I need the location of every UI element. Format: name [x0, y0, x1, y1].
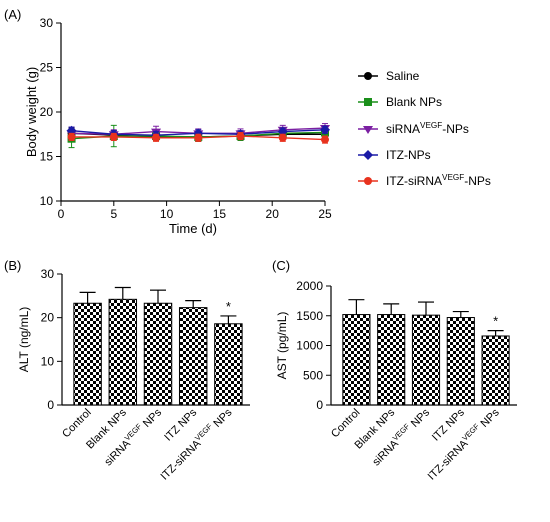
x-tick-label: 25 — [318, 207, 332, 221]
legend-marker — [363, 150, 373, 160]
legend-marker — [364, 72, 372, 80]
y-tick-label: 500 — [303, 368, 323, 382]
y-tick-label: 1000 — [296, 339, 323, 353]
y-axis-title: AST (pg/mL) — [275, 312, 289, 380]
data-point — [278, 133, 287, 142]
legend-marker — [364, 177, 372, 185]
category-label: Control — [60, 407, 94, 441]
bar — [342, 314, 371, 406]
body-weight-legend: Saline Blank NPs siRNAVEGF-NPs ITZ-NPs ITZ-s… — [358, 69, 491, 188]
legend-marker — [363, 126, 373, 134]
category-label: siRNAVEGF NPs — [369, 405, 433, 469]
y-tick-label: 2000 — [296, 279, 323, 293]
y-tick-label: 1500 — [296, 309, 323, 323]
panel-b-label: (B) — [4, 258, 21, 273]
bar — [73, 302, 102, 406]
data-point — [67, 132, 76, 141]
y-tick-label: 30 — [41, 267, 55, 281]
legend-label: siRNAVEGF-NPs — [386, 121, 469, 136]
legend-label: ITZ-NPs — [386, 148, 431, 162]
panel-c-label: (C) — [272, 258, 290, 273]
y-tick-label: 0 — [47, 398, 54, 412]
data-point — [109, 132, 118, 141]
data-point — [321, 135, 329, 144]
x-tick-label: 15 — [213, 207, 227, 221]
y-axis-title: ALT (ng/mL) — [17, 307, 31, 373]
y-tick-label: 30 — [40, 16, 54, 30]
bar — [446, 317, 475, 406]
series-4 — [67, 131, 329, 144]
data-point — [320, 124, 330, 135]
x-axis-title: Time (d) — [169, 221, 217, 236]
x-tick-label: 0 — [58, 207, 65, 221]
significance-marker: * — [493, 314, 498, 329]
y-tick-label: 20 — [40, 105, 54, 119]
y-tick-label: 10 — [41, 354, 55, 368]
category-label: Control — [329, 407, 363, 441]
bar — [377, 314, 406, 406]
x-tick-label: 20 — [266, 207, 280, 221]
x-tick-label: 5 — [110, 207, 117, 221]
legend-marker — [364, 98, 372, 106]
y-tick-label: 25 — [40, 61, 54, 75]
x-tick-label: 10 — [160, 207, 174, 221]
data-point — [194, 133, 203, 142]
legend-label: Blank NPs — [386, 95, 442, 109]
y-tick-label: 15 — [40, 150, 54, 164]
panel-a-label: (A) — [4, 7, 21, 22]
legend-label: ITZ-siRNAVEGF-NPs — [386, 173, 491, 188]
body-weight-line-chart: 10 15 20 25 30 0 5 10 15 20 25 Time (d) Body weight … — [24, 16, 332, 236]
y-tick-label: 10 — [40, 194, 54, 208]
bar — [411, 314, 441, 406]
y-axis-title: Body weight (g) — [24, 67, 39, 157]
y-tick-label: 0 — [316, 398, 323, 412]
data-point — [152, 133, 161, 142]
category-label: siRNAVEGF NPs — [101, 405, 165, 469]
legend-label: Saline — [386, 69, 420, 83]
y-tick-label: 20 — [41, 311, 55, 325]
bar — [481, 335, 510, 406]
bar — [178, 307, 208, 406]
bar — [214, 323, 243, 406]
bar — [143, 302, 173, 406]
significance-marker: * — [226, 299, 231, 314]
data-point — [236, 132, 245, 141]
bar — [108, 298, 138, 406]
